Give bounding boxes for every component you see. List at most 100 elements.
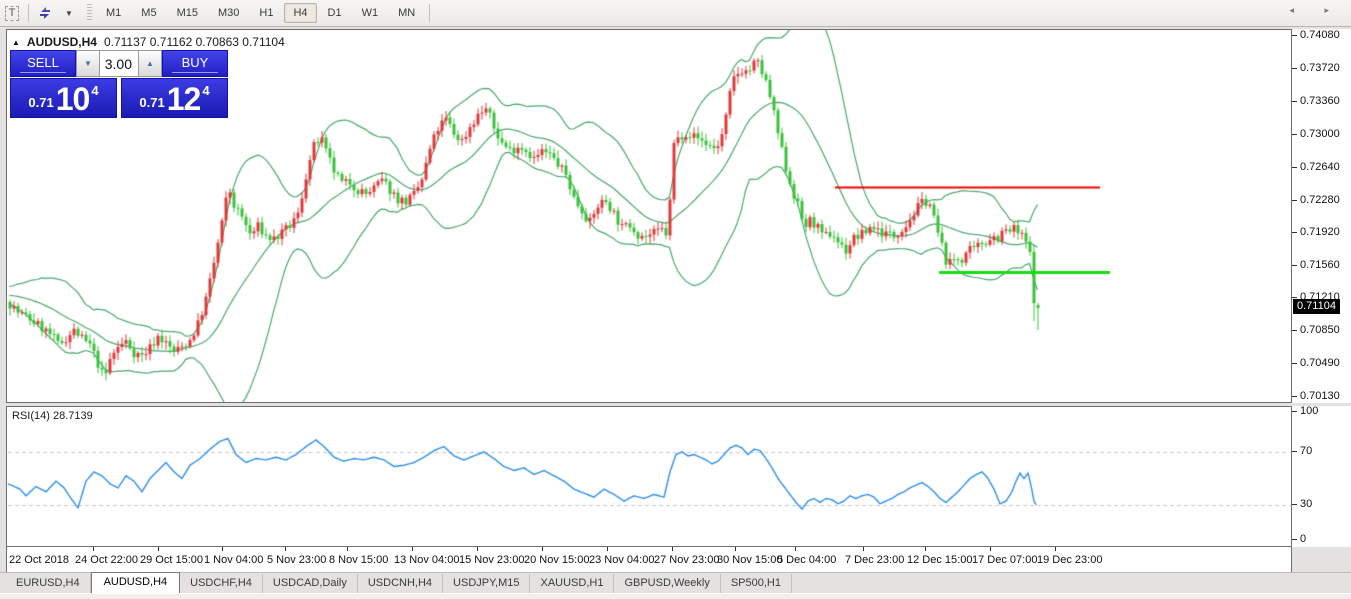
- time-axis-label: 23 Nov 04:00: [589, 554, 655, 566]
- buy-price-point: 4: [202, 83, 210, 98]
- price-axis[interactable]: 0.74080 0.73720 0.73360 0.73000 0.72640 0.722…: [1292, 29, 1351, 403]
- buy-underline: [172, 71, 218, 73]
- rsi-chart-canvas[interactable]: [7, 407, 1291, 546]
- buy-price-box[interactable]: 0.71 12 4: [121, 78, 228, 118]
- price-axis-label: 0.72640: [1300, 160, 1340, 173]
- rsi-axis-tick: [1292, 504, 1297, 506]
- price-axis-tick: [1292, 297, 1297, 299]
- sell-button[interactable]: SELL: [10, 50, 76, 77]
- volume-input[interactable]: [100, 50, 138, 77]
- time-axis-label: 22 Oct 2018: [9, 554, 69, 566]
- collapse-arrow-icon[interactable]: ▲: [12, 37, 20, 47]
- volume-decrease-button[interactable]: ▼: [76, 50, 100, 77]
- time-axis-tick: [925, 547, 926, 551]
- time-axis-label: 1 Nov 04:00: [204, 554, 264, 566]
- timeframe-button-d1[interactable]: D1: [327, 7, 342, 19]
- status-strip: [0, 593, 1351, 599]
- rsi-axis-tick: [1292, 411, 1297, 412]
- sell-button-label: SELL: [27, 54, 59, 70]
- toolbar: T ▼ M1 M5 M15 M30 H1 H4 D1 W1 MN: [0, 0, 1351, 27]
- time-axis-tick: [347, 547, 348, 551]
- chart-tab-sp500-h1[interactable]: SP500,H1: [721, 574, 792, 593]
- timeframe-button-m1[interactable]: M1: [106, 7, 122, 19]
- timeframe-button-m30[interactable]: M30: [217, 7, 240, 19]
- buy-button[interactable]: BUY: [162, 50, 228, 77]
- double-arrow-icon: [40, 7, 50, 19]
- time-axis-label: 29 Oct 15:00: [140, 554, 203, 566]
- chart-tab-usdjpy-m15[interactable]: USDJPY,M15: [443, 574, 531, 593]
- sell-price-prefix: 0.71: [28, 95, 54, 110]
- time-axis-tick: [477, 547, 478, 551]
- ohlc-values: 0.71137 0.71162 0.70863 0.71104: [103, 35, 285, 49]
- timeframe-button-group: M1 M5 M15 M30 H1 H4 D1 W1 MN: [96, 3, 425, 23]
- price-axis-tick: [1292, 166, 1297, 168]
- sell-price-box[interactable]: 0.71 10 4: [10, 78, 117, 118]
- timeframe-button-mn[interactable]: MN: [398, 7, 416, 19]
- chart-tabs-bar: EURUSD,H4 AUDUSD,H4 USDCHF,H4 USDCAD,Daily U…: [0, 572, 1351, 593]
- chart-tab-usdcnh-h4[interactable]: USDCNH,H4: [358, 574, 444, 593]
- time-axis-tick: [863, 547, 864, 551]
- toolbar-separator: [28, 4, 29, 22]
- toolbar-grip: [87, 4, 92, 22]
- volume-increase-button[interactable]: ▲: [138, 50, 162, 77]
- chart-tab-usdcad-daily[interactable]: USDCAD,Daily: [263, 574, 358, 593]
- time-axis-label: 8 Nov 15:00: [329, 554, 389, 566]
- price-axis-tick: [1292, 100, 1297, 102]
- rsi-indicator-area[interactable]: [6, 406, 1292, 547]
- time-axis-label: 20 Nov 15:00: [524, 554, 590, 566]
- timeframe-button-m15[interactable]: M15: [176, 7, 198, 19]
- chart-tab-audusd-h4[interactable]: AUDUSD,H4: [90, 572, 181, 593]
- time-axis-label: 15 Nov 23:00: [459, 554, 525, 566]
- cursor-mode-icon[interactable]: [34, 3, 56, 24]
- sell-underline: [20, 71, 66, 73]
- time-axis-tick: [412, 547, 413, 551]
- price-axis-tick: [1292, 396, 1297, 397]
- price-axis-tick: [1292, 232, 1297, 234]
- time-axis-label: 5 Dec 04:00: [777, 554, 837, 566]
- price-axis-tick: [1292, 330, 1297, 332]
- price-axis-tick: [1292, 133, 1297, 135]
- time-axis-tick: [795, 547, 796, 551]
- time-axis-tick: [542, 547, 543, 551]
- sell-price-pips: 10: [55, 81, 91, 117]
- time-axis-label: 12 Dec 15:00: [907, 554, 973, 566]
- price-axis-label: 0.73360: [1300, 94, 1340, 107]
- chart-tab-eurusd-h4[interactable]: EURUSD,H4: [6, 574, 91, 593]
- time-axis-label: 5 Nov 23:00: [267, 554, 327, 566]
- timeframe-button-m5[interactable]: M5: [141, 7, 157, 19]
- price-axis-tick: [1292, 363, 1297, 365]
- toolbar-separator: [429, 4, 431, 22]
- price-axis-tick: [1292, 35, 1297, 36]
- rsi-axis-tick: [1292, 539, 1297, 540]
- rsi-axis-label: 100: [1300, 405, 1319, 417]
- time-axis-tick: [607, 547, 608, 551]
- price-axis-label: 0.73000: [1300, 127, 1340, 140]
- cursor-mode-dropdown-icon[interactable]: ▼: [65, 8, 73, 18]
- buy-price-prefix: 0.71: [139, 95, 165, 110]
- time-axis-label: 27 Nov 23:00: [654, 554, 720, 566]
- time-axis-label: 30 Nov 15:00: [717, 554, 783, 566]
- price-axis-label: 0.70850: [1300, 324, 1340, 337]
- chart-tab-xauusd-h1[interactable]: XAUUSD,H1: [530, 574, 615, 593]
- price-axis-tick: [1292, 199, 1297, 201]
- timeframe-button-h1[interactable]: H1: [259, 7, 274, 19]
- time-axis-tick: [735, 547, 736, 551]
- tab-scroll-arrows[interactable]: ◂ ▸: [1289, 5, 1343, 15]
- time-axis-label: 19 Dec 23:00: [1037, 554, 1103, 566]
- price-axis-label: 0.71920: [1300, 226, 1340, 239]
- timeframe-button-h4[interactable]: H4: [284, 3, 317, 23]
- time-axis-tick: [285, 547, 286, 551]
- text-label-tool-icon[interactable]: T: [1, 3, 23, 24]
- price-axis-tick: [1292, 67, 1297, 69]
- current-price-label: 0.71104: [1293, 298, 1340, 314]
- rsi-indicator-label: RSI(14) 28.7139: [12, 410, 93, 422]
- rsi-axis[interactable]: 100 70 30 0: [1292, 405, 1351, 547]
- timeframe-button-w1[interactable]: W1: [361, 7, 379, 19]
- price-axis-label: 0.72280: [1300, 193, 1340, 206]
- time-axis[interactable]: 22 Oct 2018 24 Oct 22:00 29 Oct 15:00 1 Nov…: [6, 547, 1292, 572]
- price-axis-label: 0.74080: [1300, 29, 1340, 41]
- price-axis-label: 0.70130: [1300, 390, 1340, 402]
- time-axis-tick: [990, 547, 991, 551]
- chart-tab-gbpusd-weekly[interactable]: GBPUSD,Weekly: [614, 574, 721, 593]
- chart-tab-usdchf-h4[interactable]: USDCHF,H4: [180, 574, 263, 593]
